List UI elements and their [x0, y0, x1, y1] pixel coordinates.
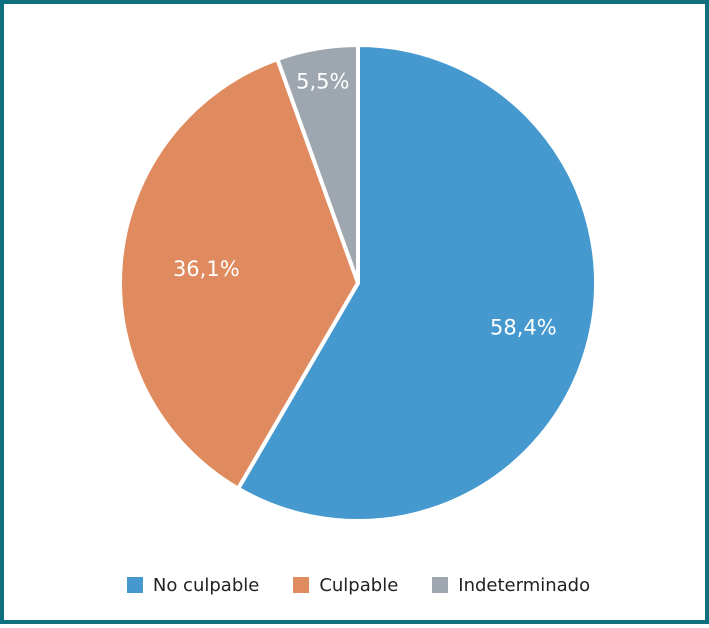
pie-slice-no-culpable	[236, 43, 599, 523]
pie-chart: 58,4% 36,1% 5,5%	[118, 43, 599, 523]
legend-label-indeterminado: Indeterminado	[458, 574, 591, 596]
pie-slice-culpable	[118, 57, 360, 491]
legend-label-no-culpable: No culpable	[152, 574, 260, 596]
slice-label-indeterminado: 5,5%	[296, 69, 349, 93]
legend-item-culpable: Culpable	[293, 575, 398, 596]
legend-swatch-no-culpable	[126, 577, 143, 593]
legend: No culpable Culpable Indeterminado	[4, 571, 709, 599]
legend-label-culpable: Culpable	[319, 574, 399, 596]
slice-label-culpable: 36,1%	[173, 257, 240, 281]
legend-item-indeterminado: Indeterminado	[432, 575, 590, 596]
legend-swatch-culpable	[293, 577, 310, 593]
legend-item-no-culpable: No culpable	[126, 574, 260, 596]
pie-slice-indeterminado	[275, 43, 360, 285]
slice-label-no-culpable: 58,4%	[490, 316, 557, 340]
legend-swatch-indeterminado	[432, 577, 449, 593]
